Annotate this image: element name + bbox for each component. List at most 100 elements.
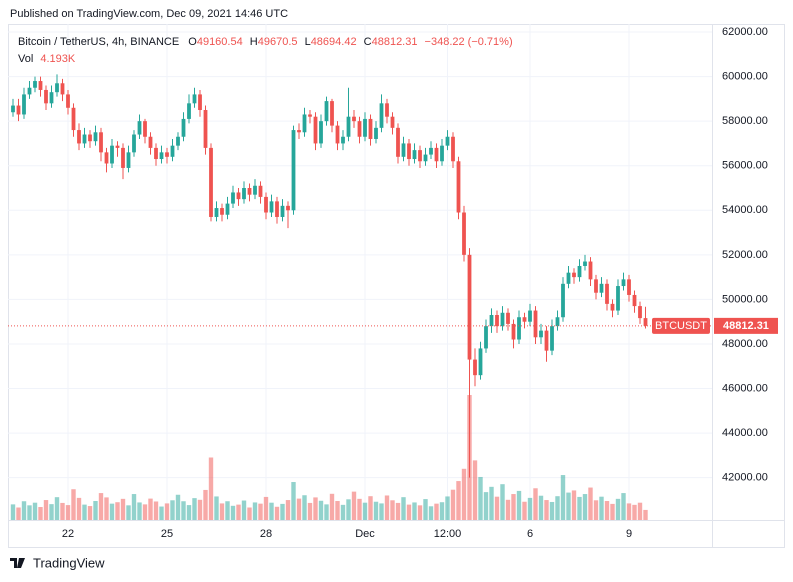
volume-bar — [236, 504, 241, 520]
candle-body — [209, 147, 213, 217]
candle-body — [132, 134, 136, 153]
footer-logo: TradingView — [10, 555, 105, 570]
candle-body — [616, 286, 620, 311]
volume-bar — [225, 501, 230, 520]
volume-bar — [588, 487, 593, 520]
candle-body — [33, 81, 37, 88]
volume-bar — [49, 504, 54, 520]
volume-bar — [60, 502, 65, 520]
volume-bar — [76, 497, 82, 520]
volume-bar — [285, 500, 291, 520]
volume-bar — [384, 495, 390, 520]
volume-bar — [115, 502, 120, 520]
candle-body — [115, 145, 120, 148]
candle-body — [379, 103, 384, 128]
candle-body — [385, 103, 389, 117]
volume-bar — [461, 468, 467, 520]
volume-bar — [104, 497, 109, 520]
candle-body — [368, 118, 373, 139]
candle-body — [297, 130, 301, 133]
y-tick-label: 54000.00 — [722, 204, 768, 216]
volume-bar — [555, 496, 560, 520]
candle-body — [412, 150, 417, 160]
volume-bar — [181, 501, 186, 520]
candle-body — [374, 127, 378, 139]
y-tick-label: 50000.00 — [722, 293, 768, 305]
price-badge — [714, 317, 778, 334]
volume-bar — [324, 504, 329, 520]
y-tick-label: 62000.00 — [722, 26, 768, 38]
ohlc-label: H — [250, 36, 258, 48]
y-tick-label: 58000.00 — [722, 115, 768, 127]
volume-bar — [93, 501, 98, 520]
candle-body — [561, 283, 565, 318]
candle-body — [539, 330, 543, 338]
x-tick-label: 28 — [260, 528, 272, 540]
candle-body — [247, 188, 252, 195]
ohlc-value: 49670.5 — [258, 36, 298, 48]
candle-body — [352, 116, 356, 122]
volume-bar — [373, 501, 379, 520]
volume-bar — [439, 502, 445, 520]
candle-body — [533, 310, 538, 338]
candle-body — [71, 107, 76, 131]
candle-body — [434, 147, 439, 162]
volume-bar — [544, 500, 549, 520]
published-note: Published on TradingView.com, Dec 09, 20… — [10, 8, 288, 20]
candle-body — [165, 152, 169, 157]
candle-body — [148, 136, 153, 148]
candle-body — [324, 101, 329, 122]
volume-bar — [87, 506, 93, 520]
candle-body — [544, 330, 549, 351]
candle-body — [93, 132, 98, 142]
volume-bar — [527, 497, 533, 520]
ohlc-label: O — [188, 36, 197, 48]
volume-bar — [615, 498, 621, 520]
candle-body — [599, 283, 604, 293]
x-tick-label: Dec — [355, 528, 375, 540]
volume-bar — [368, 496, 373, 520]
candle-body — [176, 136, 180, 146]
volume-bar — [604, 501, 610, 520]
candle-body — [258, 185, 263, 197]
y-tick-label: 46000.00 — [722, 382, 768, 394]
candle-body — [621, 279, 626, 287]
ohlc-label: C — [364, 36, 372, 48]
candle-body — [44, 89, 48, 104]
y-tick-label: 52000.00 — [722, 249, 768, 261]
candle-body — [588, 261, 593, 280]
volume-bar — [71, 489, 76, 520]
candle-body — [451, 136, 455, 162]
candle-body — [418, 150, 422, 162]
candle-body — [286, 205, 290, 211]
volume-bar — [637, 502, 643, 520]
volume-bar — [401, 497, 406, 520]
volume-bar — [82, 504, 87, 520]
candle-body — [88, 134, 92, 142]
candle-body — [401, 143, 406, 157]
candle-body — [330, 101, 334, 126]
candle-body — [99, 132, 103, 153]
volume-bar — [65, 505, 71, 520]
candle-body — [528, 310, 532, 322]
candle-body — [572, 272, 576, 278]
volume-bar — [494, 496, 500, 520]
volume-bar — [335, 501, 340, 520]
candle-body — [181, 118, 186, 137]
volume-label: Vol — [18, 53, 33, 65]
candle-body — [522, 317, 527, 322]
candle-body — [440, 145, 444, 162]
volume-bar — [137, 502, 142, 520]
y-tick-label: 44000.00 — [722, 427, 768, 439]
volume-bar — [10, 504, 16, 520]
candle-body — [242, 188, 246, 200]
candle-body — [335, 125, 340, 144]
chart-frame — [8, 24, 785, 548]
volume-bar — [379, 503, 384, 520]
candle-body — [291, 130, 296, 211]
candle-body — [638, 306, 642, 319]
x-tick-label: 9 — [626, 528, 632, 540]
legend-header: Bitcoin / TetherUS, 4h, BINANCE O49160.5… — [18, 36, 513, 48]
